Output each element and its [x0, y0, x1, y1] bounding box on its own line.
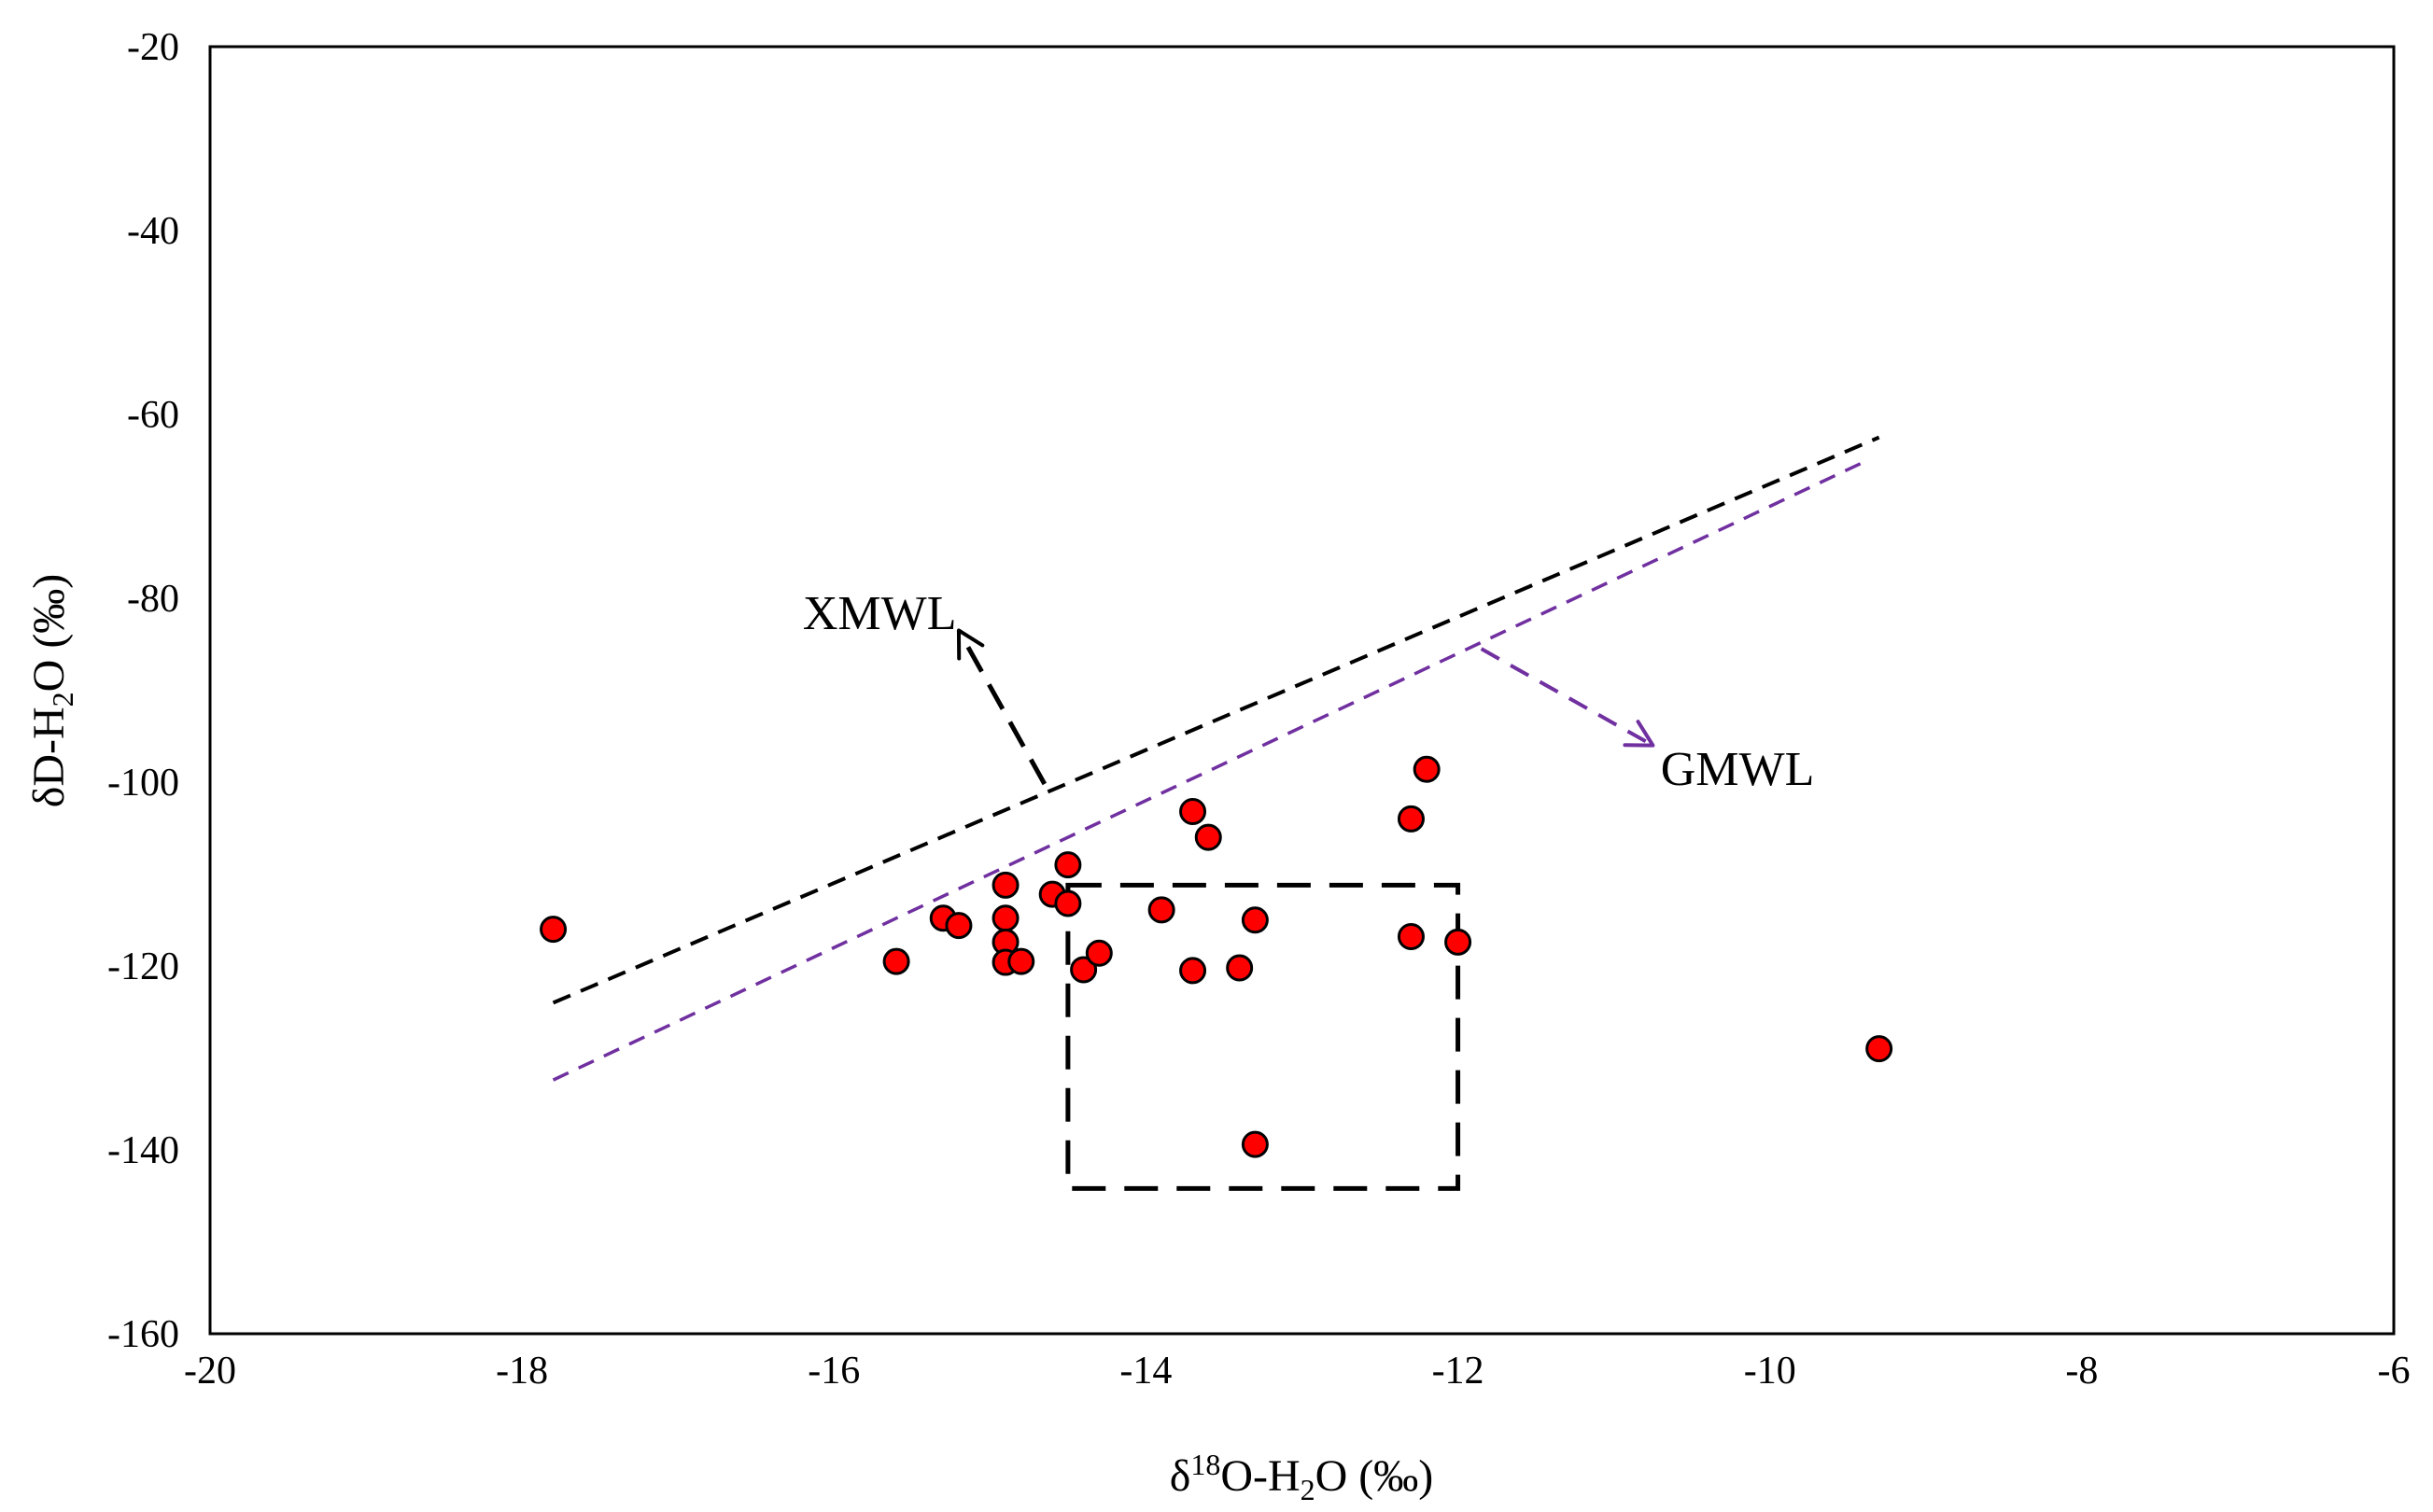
data-point [1397, 922, 1425, 950]
gmwl-label: GMWL [1661, 743, 1815, 796]
y-tick-label: -160 [107, 1313, 179, 1356]
data-point [1226, 954, 1254, 982]
y-axis-tick-labels: -20 -40 -60 -80 -100 -120 -140 -160 [107, 26, 179, 1356]
data-point [991, 871, 1020, 899]
data-point [1413, 755, 1441, 783]
xmwl-label: XMWL [803, 587, 957, 640]
x-axis-label: δ18O-H2O (‰) [1170, 1448, 1434, 1506]
plot-area-frame [208, 45, 2396, 1336]
gmwl-line [552, 460, 1864, 1082]
data-point [882, 947, 910, 975]
data-point [1397, 805, 1425, 833]
y-tick-label: -140 [107, 1129, 179, 1172]
y-axis-label-sub: 2 [46, 692, 79, 707]
x-axis-label-post: O (‰) [1315, 1451, 1434, 1501]
x-axis-label-sub: 2 [1301, 1473, 1315, 1506]
x-tick-label: -16 [808, 1350, 860, 1393]
data-point [1444, 928, 1472, 956]
data-point [1179, 798, 1207, 826]
x-tick-label: -20 [184, 1350, 236, 1393]
y-tick-label: -20 [127, 26, 179, 69]
gmwl-arrow-head [1623, 720, 1655, 748]
y-tick-label: -80 [127, 578, 179, 621]
xmwl-arrow-head [956, 628, 985, 661]
gmwl-arrow-shaft [1480, 647, 1654, 748]
x-tick-label: -8 [2065, 1350, 2098, 1393]
y-axis-label: δD-H2O (‰) [24, 574, 79, 808]
x-axis-label-mid: O-H [1220, 1451, 1300, 1501]
data-point [1054, 889, 1082, 917]
x-axis-label-pre: δ [1170, 1451, 1191, 1501]
x-axis-tick-labels: -20 -18 -16 -14 -12 -10 -8 -6 [184, 1350, 2411, 1393]
data-point [1241, 906, 1269, 934]
annotation-layer: XMWL GMWL [803, 587, 1815, 796]
data-point [945, 912, 973, 940]
y-axis-label-post: O (‰) [24, 574, 74, 693]
data-point [540, 916, 568, 944]
highlight-box-layer [1065, 882, 1461, 1191]
data-point [991, 904, 1020, 932]
xmwl-line [552, 435, 1880, 1005]
x-axis-label-sup: 18 [1190, 1448, 1220, 1481]
data-points [540, 755, 1893, 1158]
x-tick-label: -12 [1432, 1350, 1484, 1393]
data-point [1241, 1130, 1269, 1158]
xmwl-arrow-shaft [956, 629, 1048, 786]
y-tick-label: -40 [127, 210, 179, 253]
data-point [1194, 823, 1222, 851]
y-tick-label: -100 [107, 762, 179, 805]
x-tick-label: -14 [1119, 1350, 1172, 1393]
dashed-highlight-box [1065, 882, 1461, 1191]
data-point [1007, 947, 1035, 975]
data-point [1054, 851, 1082, 879]
data-point [1085, 939, 1113, 967]
x-tick-label: -10 [1744, 1350, 1796, 1393]
data-point [1865, 1035, 1893, 1063]
data-point [1070, 956, 1098, 984]
meteoric-water-lines [552, 435, 1880, 1082]
x-tick-label: -6 [2378, 1350, 2411, 1393]
data-point [1147, 896, 1175, 924]
y-tick-label: -120 [107, 945, 179, 988]
y-tick-label: -60 [127, 394, 179, 437]
data-point [1179, 957, 1207, 985]
x-tick-label: -18 [496, 1350, 548, 1393]
y-axis-label-pre: δD-H [24, 707, 74, 807]
